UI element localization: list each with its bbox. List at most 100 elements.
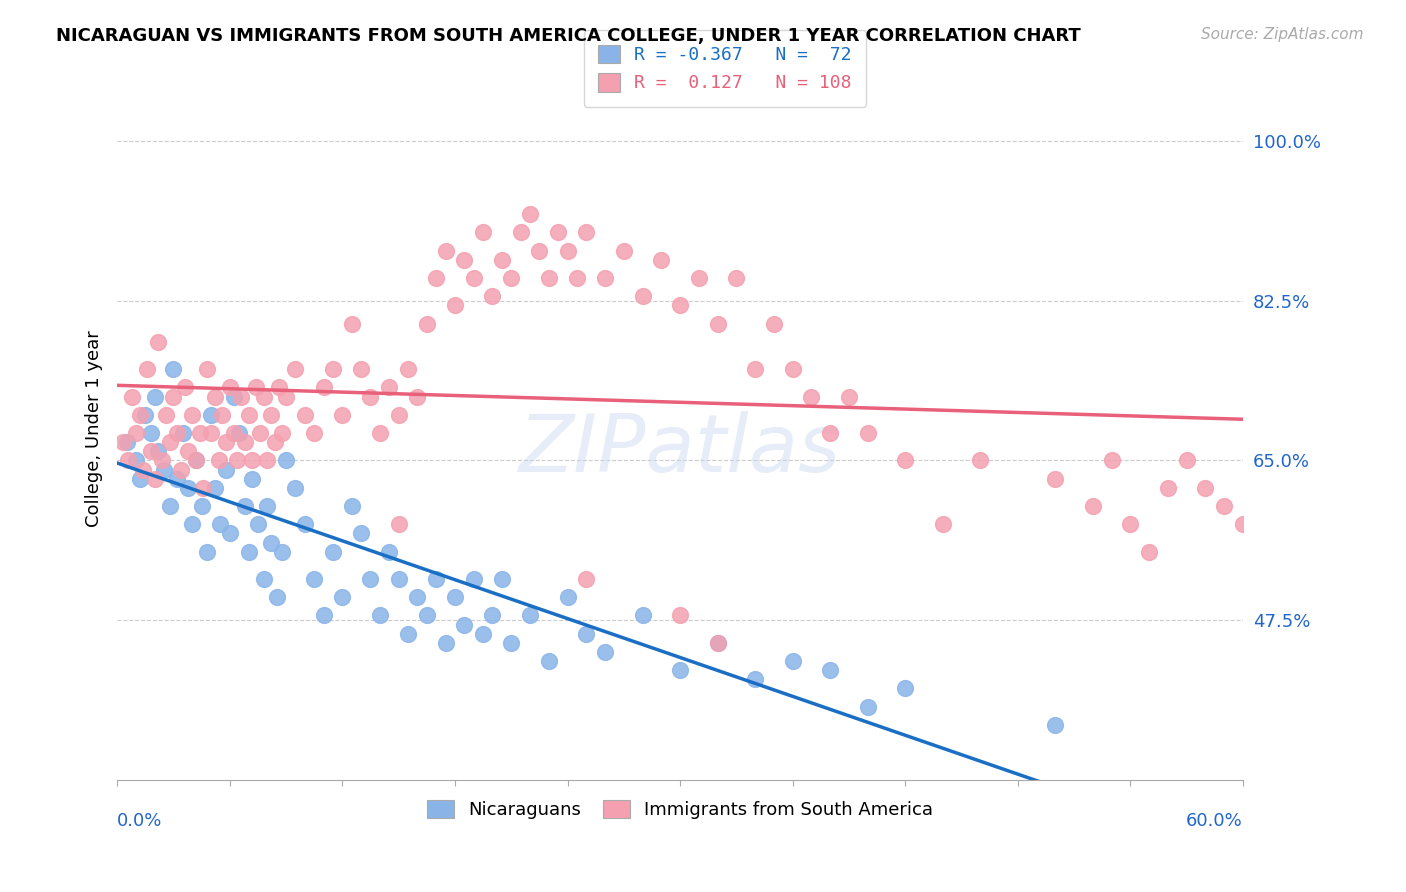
Point [631,289,654,303]
Point [1232,517,1254,532]
Point [256,499,278,513]
Point [322,362,344,376]
Point [425,572,447,586]
Point [245,380,267,394]
Point [166,472,188,486]
Point [148,444,170,458]
Point [181,408,204,422]
Point [260,408,283,422]
Point [170,462,193,476]
Point [274,453,297,467]
Point [1157,481,1180,495]
Point [360,390,382,404]
Point [396,362,419,376]
Point [547,226,569,240]
Point [125,426,148,441]
Point [233,435,256,450]
Point [302,572,325,586]
Point [818,426,841,441]
Point [173,380,195,394]
Point [669,298,692,312]
Point [193,481,215,495]
Text: 0.0%: 0.0% [117,812,163,830]
Point [238,408,260,422]
Point [139,426,162,441]
Point [252,572,274,586]
Point [706,317,728,331]
Point [481,289,503,303]
Point [143,472,166,486]
Point [350,362,373,376]
Point [557,244,579,258]
Point [1119,517,1142,532]
Point [1045,472,1067,486]
Point [519,207,541,221]
Point [491,252,513,267]
Point [1175,453,1198,467]
Point [762,317,785,331]
Text: 60.0%: 60.0% [1187,812,1243,830]
Point [378,380,401,394]
Point [800,390,823,404]
Point [222,390,245,404]
Point [271,426,294,441]
Point [330,591,353,605]
Point [388,408,411,422]
Point [184,453,207,467]
Point [557,591,579,605]
Point [453,617,475,632]
Point [491,572,513,586]
Point [134,408,156,422]
Point [132,462,155,476]
Point [312,608,335,623]
Point [155,408,177,422]
Point [706,636,728,650]
Point [593,645,616,659]
Point [509,226,531,240]
Point [312,380,335,394]
Legend: Nicaraguans, Immigrants from South America: Nicaraguans, Immigrants from South Ameri… [412,786,948,834]
Point [463,271,485,285]
Point [894,681,917,696]
Point [613,244,636,258]
Point [190,499,212,513]
Point [340,317,363,331]
Point [856,426,879,441]
Point [195,544,218,558]
Point [200,426,222,441]
Point [472,626,495,640]
Point [501,271,523,285]
Point [218,526,240,541]
Point [1194,481,1216,495]
Point [782,654,804,668]
Point [782,362,804,376]
Point [416,317,439,331]
Point [222,426,245,441]
Text: ZIPatlas: ZIPatlas [519,410,841,489]
Point [368,608,391,623]
Point [472,226,495,240]
Point [1045,718,1067,732]
Point [744,362,766,376]
Point [136,362,159,376]
Point [406,390,429,404]
Point [932,517,955,532]
Point [340,499,363,513]
Point [481,608,503,623]
Point [1137,544,1160,558]
Point [215,462,238,476]
Point [260,535,283,549]
Point [434,244,457,258]
Point [266,591,288,605]
Point [263,435,285,450]
Point [226,453,249,467]
Point [246,517,269,532]
Point [204,481,226,495]
Point [838,390,860,404]
Point [200,408,222,422]
Point [565,271,588,285]
Point [396,626,419,640]
Point [211,408,233,422]
Point [218,380,240,394]
Point [162,390,184,404]
